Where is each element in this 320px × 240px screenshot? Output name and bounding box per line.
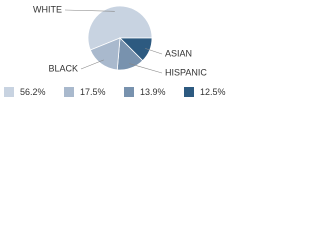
leader-line xyxy=(80,59,104,70)
leader-line xyxy=(129,63,163,74)
pie-slice xyxy=(89,37,121,71)
chart: WHITE ASIAN HISPANIC BLACK 56.2% 17.5% 13.9% 12… xyxy=(4,4,226,97)
slice-label: WHITE xyxy=(33,4,62,14)
legend-swatch xyxy=(4,87,14,97)
slice-label: HISPANIC xyxy=(165,67,207,77)
legend-label: 13.9% xyxy=(140,87,166,97)
slice-label: BLACK xyxy=(48,63,78,73)
leader-line xyxy=(145,48,163,55)
leader-line xyxy=(64,9,115,12)
legend-swatch xyxy=(64,87,74,97)
legend-swatch xyxy=(184,87,194,97)
pie-slice xyxy=(87,5,153,51)
legend-swatch xyxy=(124,87,134,97)
legend-label: 56.2% xyxy=(20,87,46,97)
legend-label: 12.5% xyxy=(200,87,226,97)
legend-label: 17.5% xyxy=(80,87,106,97)
slice-label: ASIAN xyxy=(165,48,192,58)
